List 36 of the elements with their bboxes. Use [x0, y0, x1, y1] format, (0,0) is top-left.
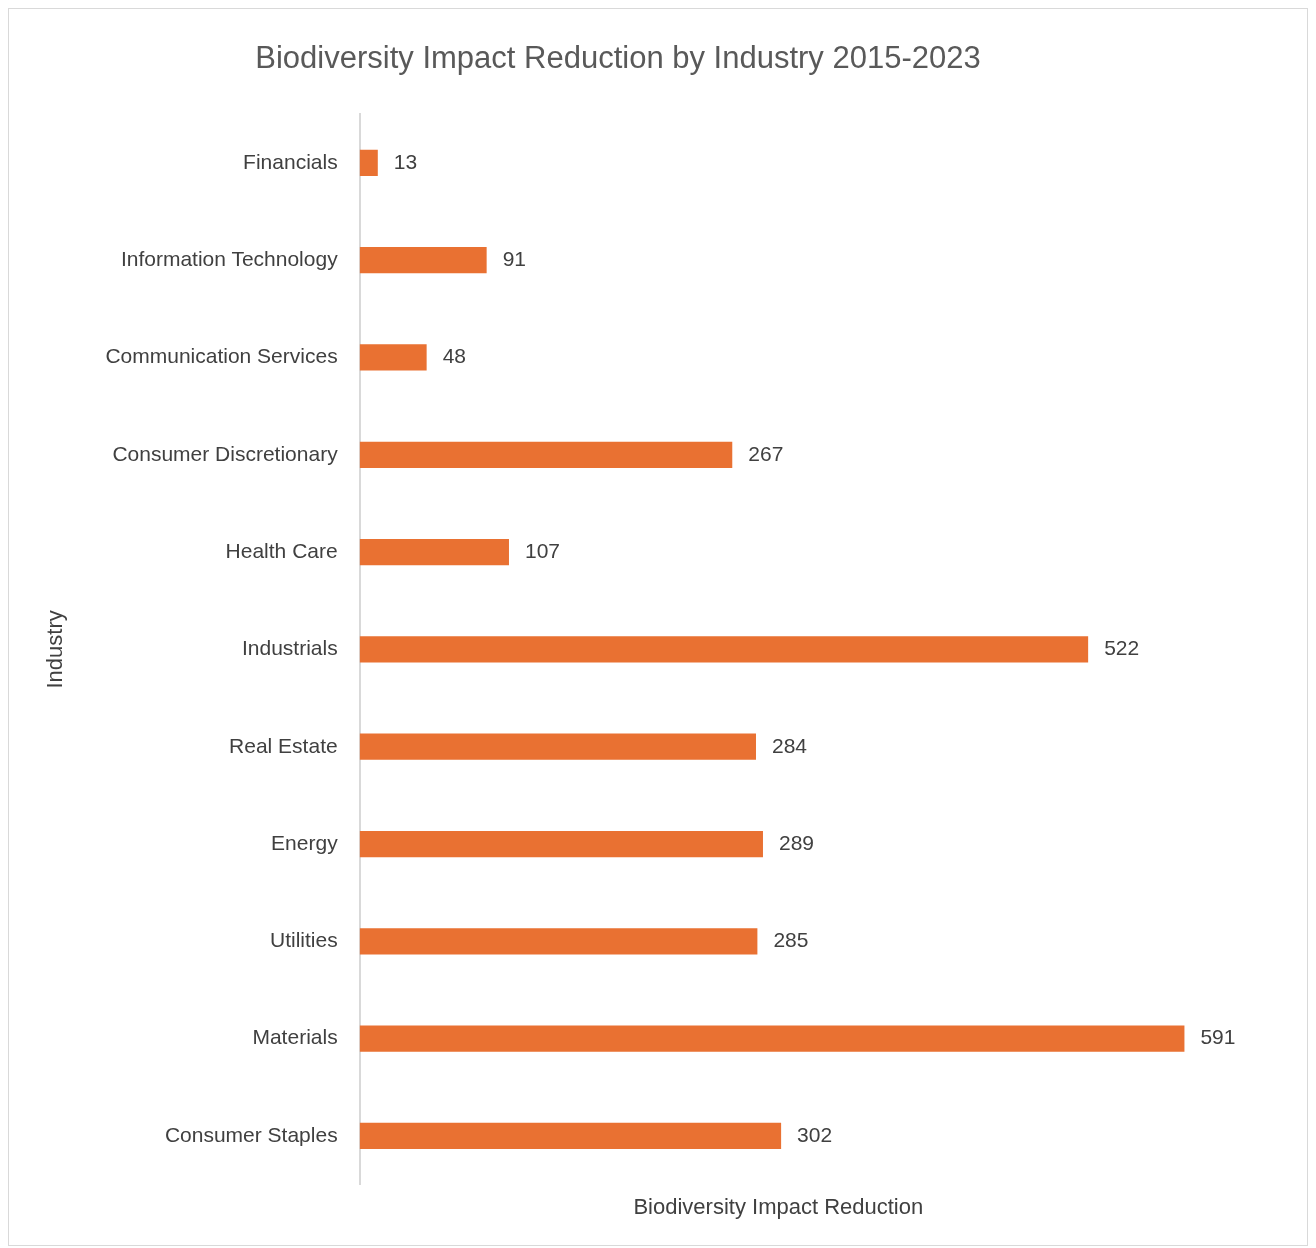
bar	[359, 1025, 1185, 1052]
y-tick-label: Consumer Staples	[164, 1122, 338, 1146]
y-tick-label: Real Estate	[229, 733, 338, 757]
chart-title: Biodiversity Impact Reduction by Industry 2015-2023	[255, 40, 981, 76]
bar	[359, 441, 733, 468]
y-axis-title: Industry	[42, 610, 68, 689]
data-label: 289	[778, 830, 815, 854]
bar	[359, 149, 378, 176]
y-tick-label: Utilities	[269, 928, 338, 952]
bar	[359, 538, 509, 566]
y-tick-label: Communication Services	[105, 344, 338, 368]
bar	[359, 636, 1089, 663]
x-axis-title: Biodiversity Impact Reduction	[633, 1193, 924, 1219]
data-label: 522	[1104, 636, 1140, 660]
bar	[359, 830, 763, 858]
y-tick-label: Materials	[252, 1025, 338, 1049]
bar	[359, 247, 487, 274]
y-tick-label: Financials	[243, 149, 338, 173]
data-label: 48	[442, 344, 466, 368]
data-label: 285	[773, 928, 809, 952]
y-tick-label: Energy	[271, 830, 339, 854]
bar	[359, 1122, 782, 1150]
data-label: 13	[393, 149, 418, 173]
data-label: 591	[1200, 1025, 1236, 1049]
bar	[359, 928, 758, 955]
y-tick-label: Health Care	[225, 538, 338, 562]
data-label: 107	[524, 538, 561, 562]
data-label: 302	[797, 1122, 833, 1146]
data-label: 284	[772, 733, 808, 757]
data-label: 91	[502, 246, 527, 270]
data-label: 267	[748, 441, 784, 465]
bar	[359, 344, 427, 371]
bar	[359, 733, 756, 760]
y-tick-label: Information Technology	[120, 246, 339, 270]
y-tick-label: Industrials	[241, 636, 338, 660]
y-tick-label: Consumer Discretionary	[112, 441, 339, 465]
